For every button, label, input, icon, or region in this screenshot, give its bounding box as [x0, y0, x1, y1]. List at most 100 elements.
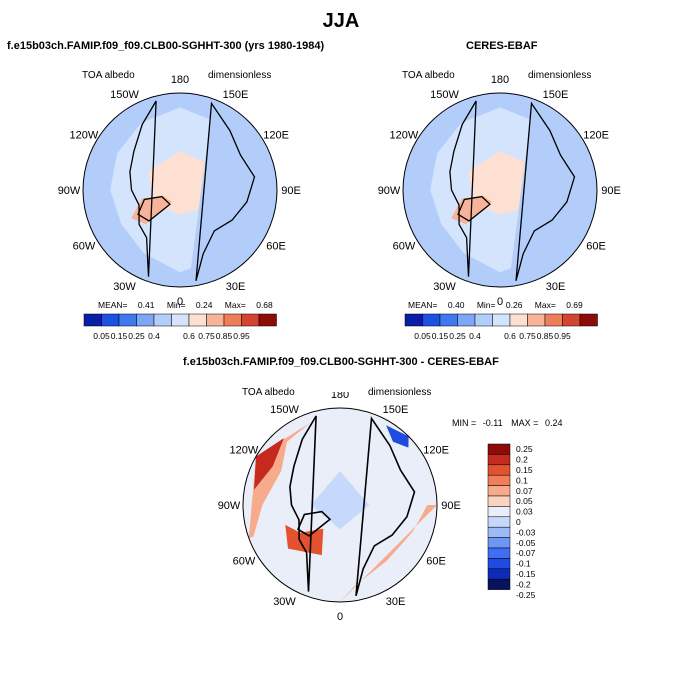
obs-min-label: Min=	[476, 300, 496, 310]
obs-lon-label: 30E	[546, 281, 566, 293]
obs-colorbar-tick: 0.6	[504, 331, 516, 341]
diff-field-negative-pacific	[386, 425, 409, 448]
diff-colorbar-swatch	[487, 454, 511, 466]
diff-polar-map: 180 150E 120E 90E 60E 30E 0 30W 60W 90W 120W 150W	[218, 392, 461, 622]
obs-colorbar-swatch	[562, 313, 581, 327]
model-colorbar-swatch	[83, 313, 102, 327]
diff-colorbar-swatch	[487, 578, 511, 590]
diff-colorbar-swatch	[487, 495, 511, 507]
model-lon-label: 0	[177, 296, 183, 305]
model-colorbar-tick: 0.05	[93, 331, 110, 341]
diff-lon-label: 90W	[218, 500, 241, 512]
model-lon-label: 150E	[223, 89, 249, 101]
diff-colorbar: 0.250.20.150.10.070.050.030-0.03-0.05-0.…	[487, 443, 536, 600]
obs-lon-label: 60E	[586, 241, 606, 253]
model-colorbar-swatch	[258, 313, 277, 327]
model-lon-label: 120W	[70, 130, 99, 142]
obs-colorbar-swatch	[509, 313, 528, 327]
model-colorbar-swatch	[171, 313, 190, 327]
obs-colorbar-tick: 0.4	[469, 331, 481, 341]
model-colorbar-swatch	[101, 313, 120, 327]
diff-colorbar-tick: -0.2	[516, 579, 531, 589]
obs-colorbar-swatch	[457, 313, 476, 327]
diff-lon-label: 90E	[441, 500, 461, 512]
obs-colorbar-tick: 0.25	[449, 331, 466, 341]
diff-colorbar-swatch	[487, 537, 511, 549]
diff-field-strong-positive	[254, 438, 284, 490]
obs-min-value: 0.26	[505, 300, 523, 310]
model-lon-label: 60E	[266, 241, 286, 253]
model-stats: MEAN= 0.41 Min= 0.24 Max= 0.68	[98, 300, 273, 310]
diff-colorbar-tick: -0.15	[516, 569, 536, 579]
obs-colorbar-tick: 0.75	[519, 331, 536, 341]
obs-lon-label: 150W	[430, 89, 459, 101]
model-colorbar-tick: 0.95	[233, 331, 250, 341]
obs-map-border	[402, 92, 598, 288]
model-lon-label: 30W	[113, 281, 136, 293]
diff-colorbar-tick: 0.03	[516, 507, 533, 517]
diff-lon-label: 30W	[273, 596, 296, 608]
model-lon-label: 150W	[110, 89, 139, 101]
diff-lon-label: 120W	[230, 445, 259, 457]
model-colorbar-swatch	[118, 313, 137, 327]
model-colorbar-swatch	[136, 313, 155, 327]
obs-mean-value: 0.40	[447, 300, 465, 310]
obs-mean-label: MEAN=	[408, 300, 438, 310]
model-coastline-0	[195, 101, 256, 281]
obs-lon-label: 120W	[390, 130, 419, 142]
diff-lon-label: 0	[337, 611, 343, 622]
obs-max-value: 0.69	[566, 300, 583, 310]
obs-colorbar-tick: 0.95	[554, 331, 571, 341]
model-colorbar-tick: 0.85	[216, 331, 233, 341]
obs-colorbar-swatch	[422, 313, 441, 327]
obs-colorbar-swatch	[544, 313, 563, 327]
obs-polar-map: 180 150E 120E 90E 60E 30E 0 30W 60W 90W 120W 150W	[378, 75, 621, 305]
model-lon-label: 180	[171, 75, 189, 86]
diff-colorbar-tick: 0.05	[516, 496, 533, 506]
model-units-label: dimensionless	[208, 70, 272, 81]
model-colorbar-tick: 0.75	[198, 331, 215, 341]
model-colorbar-swatch	[206, 313, 225, 327]
model-coastline-1	[129, 100, 157, 277]
model-colorbar-tick: 0.25	[128, 331, 145, 341]
diff-lon-label: 120E	[423, 445, 449, 457]
model-colorbar-swatch	[241, 313, 260, 327]
obs-lon-label: 30W	[433, 281, 456, 293]
model-colorbar-tick: 0.4	[148, 331, 160, 341]
diff-colorbar-tick: 0.15	[516, 465, 533, 475]
model-lon-label: 120E	[263, 130, 289, 142]
diff-stats: MIN = -0.11 MAX = 0.24	[452, 418, 562, 428]
diff-max-value: 0.24	[544, 418, 563, 428]
model-coastline-2	[137, 195, 171, 222]
model-panel-title: f.e15b03ch.FAMIP.f09_f09.CLB00-SGHHT-300…	[7, 40, 325, 52]
obs-colorbar-swatch	[527, 313, 546, 327]
obs-colorbar-swatch	[492, 313, 511, 327]
obs-colorbar-swatch	[579, 313, 598, 327]
obs-coastline-0	[515, 101, 576, 281]
diff-max-label: MAX =	[511, 418, 539, 428]
model-polar-map: 180 150E 120E 90E 60E 30E 0 30W 60W 90W 120W 150W	[58, 75, 301, 305]
diff-colorbar-tick: 0.07	[516, 486, 533, 496]
model-colorbar-swatch	[223, 313, 242, 327]
diff-colorbar-tick: -0.03	[516, 527, 536, 537]
obs-colorbar-swatch	[404, 313, 423, 327]
diff-variable-label: TOA albedo	[242, 387, 295, 398]
obs-lon-label: 90E	[601, 185, 621, 197]
model-max-value: 0.68	[256, 300, 273, 310]
diff-colorbar-tick: -0.07	[516, 548, 536, 558]
model-colorbar-tick: 0.6	[183, 331, 195, 341]
diff-lon-label: 60W	[233, 556, 256, 568]
diff-coastline-0	[355, 416, 416, 597]
diff-coastline-2	[296, 510, 332, 537]
diff-field-positive-south	[340, 505, 437, 602]
model-max-label: Max=	[224, 300, 246, 310]
diff-colorbar-swatch	[487, 558, 511, 570]
model-lon-label: 30E	[226, 281, 246, 293]
diff-min-label: MIN =	[452, 418, 477, 428]
diff-colorbar-swatch	[487, 464, 511, 476]
diff-min-value: -0.11	[482, 418, 503, 428]
diff-colorbar-swatch	[487, 443, 511, 455]
model-colorbar-swatch	[153, 313, 172, 327]
diff-colorbar-swatch	[487, 568, 511, 580]
diff-colorbar-swatch	[487, 526, 511, 538]
